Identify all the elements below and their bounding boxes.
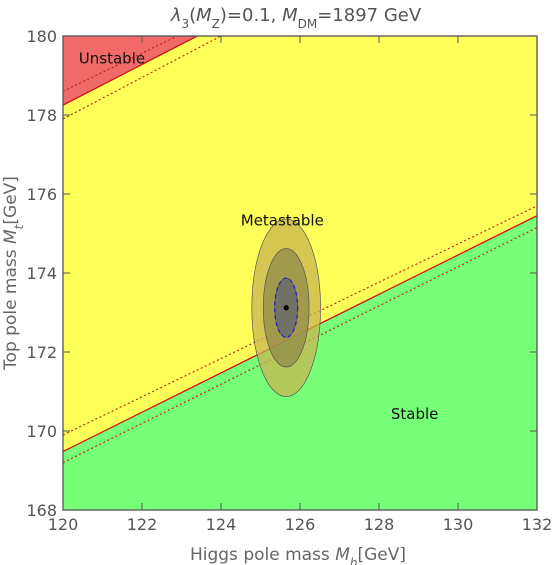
y-tick-label: 180 <box>26 27 57 46</box>
region-label-stable: Stable <box>391 405 439 423</box>
y-tick-label: 174 <box>26 264 57 283</box>
x-tick-label: 122 <box>127 515 158 534</box>
x-axis-label: Higgs pole mass Mh[GeV] <box>190 545 406 565</box>
y-tick-label: 168 <box>26 501 57 520</box>
x-tick-label: 120 <box>48 515 79 534</box>
chart-title: λ3(MZ)=0.1, MDM=1897 GeV <box>170 5 422 31</box>
x-tick-label: 130 <box>443 515 474 534</box>
instability-boundary-line <box>63 36 198 106</box>
plot-area <box>63 36 537 510</box>
region-label-unstable: Unstable <box>79 50 145 68</box>
y-axis-label: Top pole mass Mt[GeV] <box>1 176 26 371</box>
x-tick-label: 124 <box>206 515 237 534</box>
y-tick-label: 170 <box>26 422 57 441</box>
central-point <box>283 305 289 311</box>
region-label-metastable: Metastable <box>241 212 324 230</box>
y-axis-ticks: 168 170 172 174 176 178 180 <box>26 27 537 520</box>
x-tick-label: 128 <box>364 515 395 534</box>
y-tick-label: 176 <box>26 185 57 204</box>
x-tick-label: 132 <box>522 515 552 534</box>
instability-band-upper-line <box>63 36 178 92</box>
y-tick-label: 172 <box>26 343 57 362</box>
instability-band-lower-line <box>63 36 222 120</box>
x-axis-ticks: 120 122 124 126 128 130 132 <box>48 36 552 534</box>
ellipse-dashed <box>274 277 299 339</box>
y-tick-label: 178 <box>26 106 57 125</box>
x-tick-label: 126 <box>285 515 316 534</box>
